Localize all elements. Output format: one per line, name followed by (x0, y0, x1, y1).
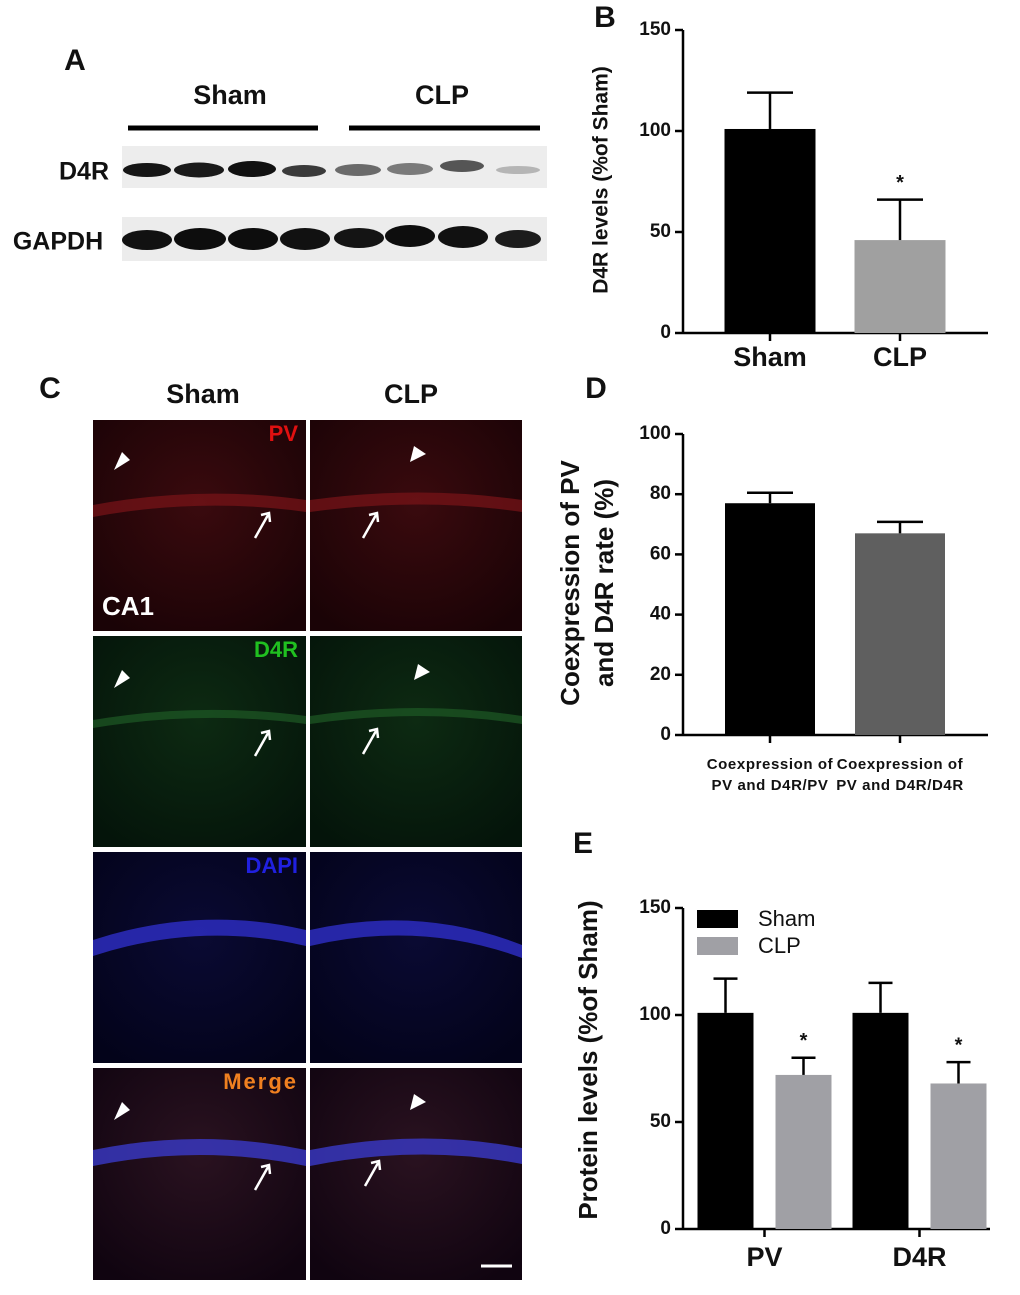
group-label: CLP (415, 80, 469, 110)
channel-label: PV (269, 421, 299, 446)
y-tick-label: 100 (639, 1004, 671, 1025)
significance-mark: * (955, 1034, 963, 1056)
panel-label: D (585, 372, 607, 405)
column-label: Sham (166, 379, 240, 409)
y-tick-label: 50 (650, 221, 671, 242)
legend-label: Sham (758, 906, 815, 931)
y-tick-label: 40 (650, 604, 671, 625)
bar (930, 1083, 987, 1229)
y-axis-label: D4R levels (%of Sham) (590, 66, 613, 294)
panel-label: B (594, 1, 616, 34)
bar (724, 128, 816, 333)
bar (854, 240, 946, 333)
blot-row-label: D4R (59, 158, 109, 186)
x-tick-label: Sham (733, 342, 807, 372)
channel-label: Merge (223, 1069, 298, 1094)
x-tick-label: PV (746, 1242, 782, 1272)
x-tick-label: PV and D4R/PV (712, 777, 829, 794)
panel-label: C (39, 372, 61, 405)
x-tick-label: Coexpression of (707, 756, 834, 773)
blot-row-label: GAPDH (13, 228, 103, 256)
y-tick-label: 150 (639, 19, 671, 40)
y-tick-label: 100 (639, 423, 671, 444)
y-tick-label: 80 (650, 483, 671, 504)
bar (725, 503, 815, 735)
y-axis-label: and D4R rate (%) (589, 479, 619, 687)
bar (852, 1012, 909, 1229)
bar (697, 1012, 754, 1229)
region-label: CA1 (102, 591, 154, 621)
channel-label: D4R (254, 637, 298, 662)
significance-mark: * (896, 172, 904, 194)
y-tick-label: 60 (650, 543, 671, 564)
bar (855, 533, 945, 735)
y-axis-label: Coexpression of PV (555, 460, 585, 706)
panel-label: E (573, 827, 593, 860)
legend-swatch (697, 937, 738, 955)
group-label: Sham (193, 80, 267, 110)
y-tick-label: 0 (660, 1218, 671, 1239)
significance-mark: * (800, 1030, 808, 1052)
x-tick-label: D4R (892, 1242, 946, 1272)
legend-swatch (697, 910, 738, 928)
y-tick-label: 150 (639, 897, 671, 918)
blot (122, 146, 547, 261)
column-label: CLP (384, 379, 438, 409)
y-tick-label: 50 (650, 1111, 671, 1132)
y-tick-label: 100 (639, 120, 671, 141)
panel-label: A (64, 44, 86, 77)
x-tick-label: Coexpression of (837, 756, 964, 773)
micrographs (93, 420, 522, 1282)
y-tick-label: 20 (650, 664, 671, 685)
bar (775, 1074, 832, 1229)
legend-label: CLP (758, 933, 801, 958)
y-tick-label: 0 (660, 322, 671, 343)
x-tick-label: PV and D4R/D4R (836, 777, 964, 794)
channel-label: DAPI (245, 853, 298, 878)
y-tick-label: 0 (660, 724, 671, 745)
y-axis-label: Protein levels (%of Sham) (573, 900, 603, 1219)
x-tick-label: CLP (873, 342, 927, 372)
